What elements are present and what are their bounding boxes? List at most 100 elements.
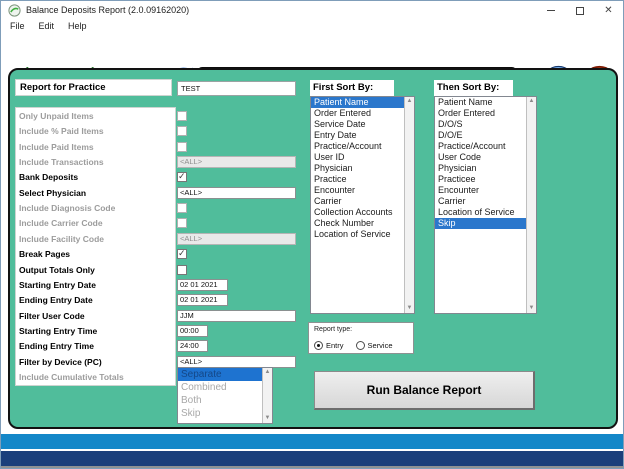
form-row-label-only-unpaid-items: Only Unpaid Items [19,111,94,121]
first-sort-items: Patient Name Order Entered Service Date Ent… [311,97,404,313]
cumulative-totals-listbox[interactable]: Separate Combined Both Skip ▲ ▼ [177,367,273,424]
maximize-icon[interactable] [565,1,594,20]
list-item-combined[interactable]: Combined [181,382,227,393]
list-item-location-of-service[interactable]: Location of Service [438,207,515,217]
list-item-practice[interactable]: Practice [314,174,347,184]
menu-item-edit[interactable]: Edit [38,21,55,31]
app-icon [8,4,21,17]
check-mark-icon: ✓ [178,171,186,182]
field-include-facility-code[interactable]: <ALL> [177,232,296,245]
form-row-label-ending-entry-date: Ending Entry Date [19,295,93,306]
list-item-physician[interactable]: Physician [314,163,353,173]
list-item-skip[interactable]: Skip [435,218,526,229]
radio-label-service: Service [367,341,393,350]
window-title: Balance Deposits Report (2.0.09162020) [26,5,190,15]
list-item-location-of-service[interactable]: Location of Service [314,229,391,239]
form-row-label-break-pages: Break Pages [19,249,71,260]
minimize-icon[interactable] [536,1,565,20]
list-item-user-id[interactable]: User ID [314,152,345,162]
scroll-down-icon[interactable]: ▼ [406,305,413,311]
form-row-label-filter-by-device-pc: Filter by Device (PC) [19,356,102,367]
list-item-carrier[interactable]: Carrier [314,196,342,206]
form-row-label-select-physician: Select Physician [19,187,87,198]
list-item-skip[interactable]: Skip [181,408,201,419]
practice-input[interactable]: TEST [177,81,296,96]
then-sort-header: Then Sort By: [434,80,513,96]
list-item-entry-date[interactable]: Entry Date [314,130,357,140]
list-item-patient-name[interactable]: Patient Name [311,97,404,108]
checkbox-bank-deposits[interactable]: ✓ [177,171,187,183]
checkbox-include-paid-items[interactable] [177,141,187,152]
form-row-label-starting-entry-time: Starting Entry Time [19,325,98,336]
field-select-physician[interactable]: <ALL> [177,186,296,199]
field-filter-user-code[interactable]: JJM [177,309,296,322]
form-row-label-include-paid-items: Include % Paid Items [19,126,104,137]
checkbox-include-carrier-code[interactable] [177,218,187,229]
first-sort-scrollbar[interactable]: ▲ ▼ [404,97,414,313]
field-ending-entry-date[interactable]: 02 01 2021 [177,294,228,307]
checkbox-include-paid-items[interactable] [177,126,187,137]
list-item-encounter[interactable]: Encounter [438,185,480,195]
list-item-order-entered[interactable]: Order Entered [314,108,372,118]
checkbox-only-unpaid-items[interactable] [177,111,187,121]
field-ending-entry-time[interactable]: 24:00 [177,340,208,353]
list-item-both[interactable]: Both [181,395,202,406]
field-starting-entry-time[interactable]: 00:00 [177,324,208,337]
then-sort-listbox[interactable]: Patient Name Order Entered D/O/S D/O/E Pract… [434,96,537,314]
list-item-practice-account[interactable]: Practice/Account [314,141,382,151]
report-for-practice-label: Report for Practice [15,79,172,96]
scroll-down-icon[interactable]: ▼ [264,415,271,421]
radio-service[interactable] [355,341,365,350]
menu-item-help[interactable]: Help [68,21,87,31]
form-row-label-include-diagnosis-code: Include Diagnosis Code [19,203,116,214]
list-item-collection-accounts[interactable]: Collection Accounts [314,207,393,217]
report-type-options: Entry Service [314,341,411,350]
toolbar: Balance Deposits Report (2.0.09162020) ? [1,33,623,102]
list-item-practicee[interactable]: Practicee [438,174,476,184]
run-balance-report-button[interactable]: Run Balance Report [314,371,535,410]
form-row-label-ending-entry-time: Ending Entry Time [19,341,94,352]
then-sort-scrollbar[interactable]: ▲ ▼ [526,97,536,313]
form-row-label-output-totals-only: Output Totals Only [19,264,95,275]
list-item-separate[interactable]: Separate [178,368,262,381]
list-item-physician[interactable]: Physician [438,163,477,173]
radio-label-entry: Entry [326,341,344,350]
bottom-bar-gray [1,466,623,468]
list-item-carrier[interactable]: Carrier [438,196,466,206]
list-item-patient-name[interactable]: Patient Name [438,97,493,107]
field-filter-by-device-pc[interactable]: <ALL> [177,355,296,368]
cumulative-scrollbar[interactable]: ▲ ▼ [262,368,272,423]
report-type-label: Report type: [314,326,353,333]
list-item-service-date[interactable]: Service Date [314,119,366,129]
list-item-check-number[interactable]: Check Number [314,218,375,228]
checkbox-output-totals-only[interactable] [177,264,187,275]
list-item-practice-account[interactable]: Practice/Account [438,141,506,151]
checkbox-break-pages[interactable]: ✓ [177,248,187,260]
title-bar: Balance Deposits Report (2.0.09162020) ✕ [1,1,623,20]
field-starting-entry-date[interactable]: 02 01 2021 [177,278,228,291]
list-item-order-entered[interactable]: Order Entered [438,108,496,118]
report-type-box: Report type: Entry Service [308,322,414,354]
scroll-up-icon[interactable]: ▲ [406,98,413,104]
close-icon[interactable]: ✕ [604,4,613,16]
form-row-label-starting-entry-date: Starting Entry Date [19,279,96,290]
list-item-encounter[interactable]: Encounter [314,185,356,195]
scroll-up-icon[interactable]: ▲ [264,369,271,375]
main-panel: Report for Practice TEST Only Unpaid Ite… [8,68,618,429]
scroll-up-icon[interactable]: ▲ [528,98,535,104]
field-include-transactions[interactable]: <ALL> [177,156,296,169]
cumulative-totals-items: Separate Combined Both Skip [178,368,262,423]
form-row-label-bank-deposits: Bank Deposits [19,172,79,183]
list-item-user-code[interactable]: User Code [438,152,482,162]
checkbox-include-diagnosis-code[interactable] [177,203,187,214]
form-label-box [15,107,176,386]
menu-item-file[interactable]: File [10,21,25,31]
first-sort-listbox[interactable]: Patient Name Order Entered Service Date Ent… [310,96,415,314]
list-item-d-o-s[interactable]: D/O/S [438,119,463,129]
scroll-down-icon[interactable]: ▼ [528,305,535,311]
form-row-label-include-transactions: Include Transactions [19,157,104,168]
list-item-d-o-e[interactable]: D/O/E [438,130,463,140]
form-row-label-include-facility-code: Include Facility Code [19,233,105,244]
radio-entry[interactable] [314,341,323,350]
